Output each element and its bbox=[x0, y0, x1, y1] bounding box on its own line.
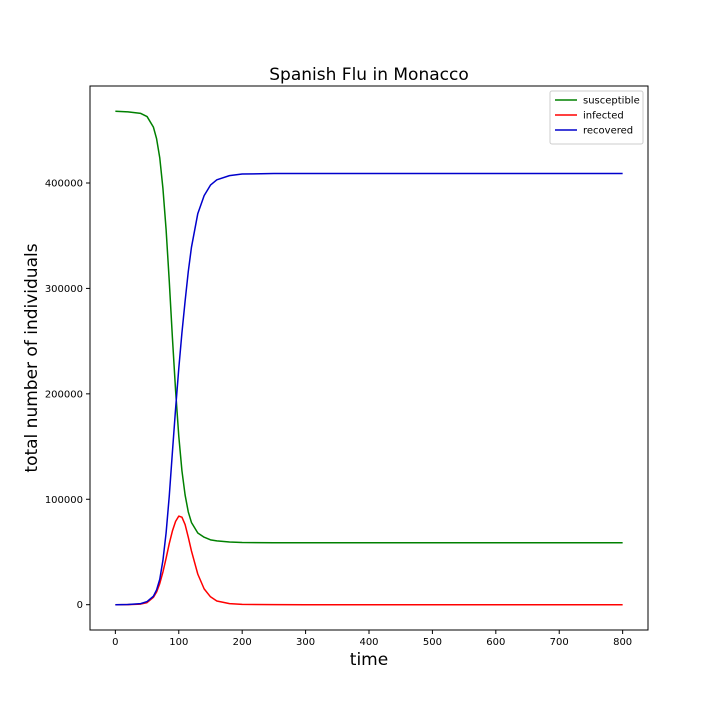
series-line-infected bbox=[115, 515, 623, 606]
x-axis-label: time bbox=[350, 650, 388, 670]
legend-label-susceptible: susceptible bbox=[583, 96, 640, 107]
y-tick-label: 300000 bbox=[45, 284, 83, 295]
x-tick-label: 400 bbox=[359, 637, 378, 648]
series-lines bbox=[115, 110, 623, 606]
y-axis-label: total number of individuals bbox=[22, 243, 42, 472]
x-tick-label: 200 bbox=[233, 637, 252, 648]
series-line-susceptible bbox=[115, 110, 623, 544]
legend-label-infected: infected bbox=[583, 111, 624, 122]
y-tick-label: 0 bbox=[77, 600, 83, 611]
x-tick-label: 100 bbox=[169, 637, 188, 648]
legend: susceptible infected recovered bbox=[549, 90, 644, 145]
y-tick-label: 400000 bbox=[45, 178, 83, 189]
x-tick-label: 600 bbox=[486, 637, 505, 648]
x-tick-label: 500 bbox=[423, 637, 442, 648]
y-tick-label: 100000 bbox=[45, 495, 83, 506]
y-tick-label: 200000 bbox=[45, 389, 83, 400]
x-tick-label: 700 bbox=[550, 637, 569, 648]
chart-title: Spanish Flu in Monacco bbox=[269, 65, 468, 85]
x-tick-label: 300 bbox=[296, 637, 315, 648]
x-tick-label: 800 bbox=[613, 637, 632, 648]
series-line-recovered bbox=[115, 172, 623, 606]
x-axis: 0 100 200 300 400 500 600 700 800 bbox=[112, 630, 632, 648]
y-axis: 0 100000 200000 300000 400000 bbox=[45, 178, 90, 611]
x-tick-label: 0 bbox=[112, 637, 118, 648]
legend-label-recovered: recovered bbox=[583, 126, 633, 137]
